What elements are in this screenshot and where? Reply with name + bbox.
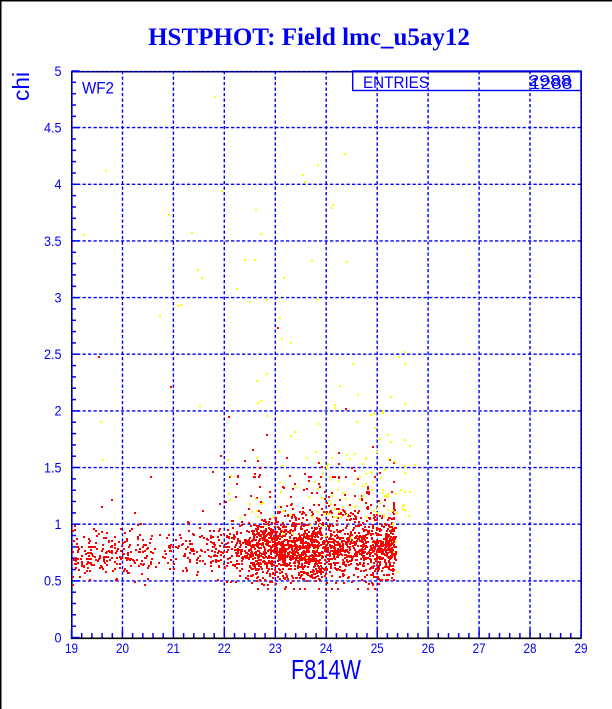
svg-text:4.5: 4.5	[44, 120, 62, 135]
svg-text:0.5: 0.5	[44, 574, 62, 589]
svg-text:2.5: 2.5	[44, 347, 62, 362]
svg-text:20: 20	[116, 641, 129, 656]
svg-text:WF2: WF2	[82, 80, 114, 98]
svg-text:19: 19	[65, 641, 78, 656]
svg-text:5: 5	[55, 64, 62, 79]
svg-text:25: 25	[371, 641, 384, 656]
svg-text:1: 1	[55, 517, 62, 532]
svg-text:29: 29	[575, 641, 588, 656]
svg-text:2: 2	[55, 404, 62, 419]
svg-text:3.5: 3.5	[44, 234, 62, 249]
svg-text:2988: 2988	[529, 73, 572, 90]
svg-text:1.5: 1.5	[44, 460, 62, 475]
svg-text:F814W: F814W	[291, 654, 361, 685]
svg-text:0: 0	[55, 630, 62, 645]
svg-text:22: 22	[218, 641, 231, 656]
svg-text:28: 28	[524, 641, 537, 656]
svg-text:chi: chi	[8, 72, 34, 101]
svg-text:ENTRIES: ENTRIES	[363, 73, 429, 92]
svg-text:HSTPHOT: Field lmc_u5ay12: HSTPHOT: Field lmc_u5ay12	[148, 24, 470, 51]
svg-text:24: 24	[320, 641, 333, 656]
svg-text:26: 26	[422, 641, 435, 656]
svg-text:27: 27	[473, 641, 486, 656]
svg-text:3: 3	[55, 290, 62, 305]
svg-text:23: 23	[269, 641, 282, 656]
svg-text:1288: 1288	[530, 76, 573, 93]
svg-text:21: 21	[167, 641, 180, 656]
svg-text:4: 4	[55, 177, 62, 192]
